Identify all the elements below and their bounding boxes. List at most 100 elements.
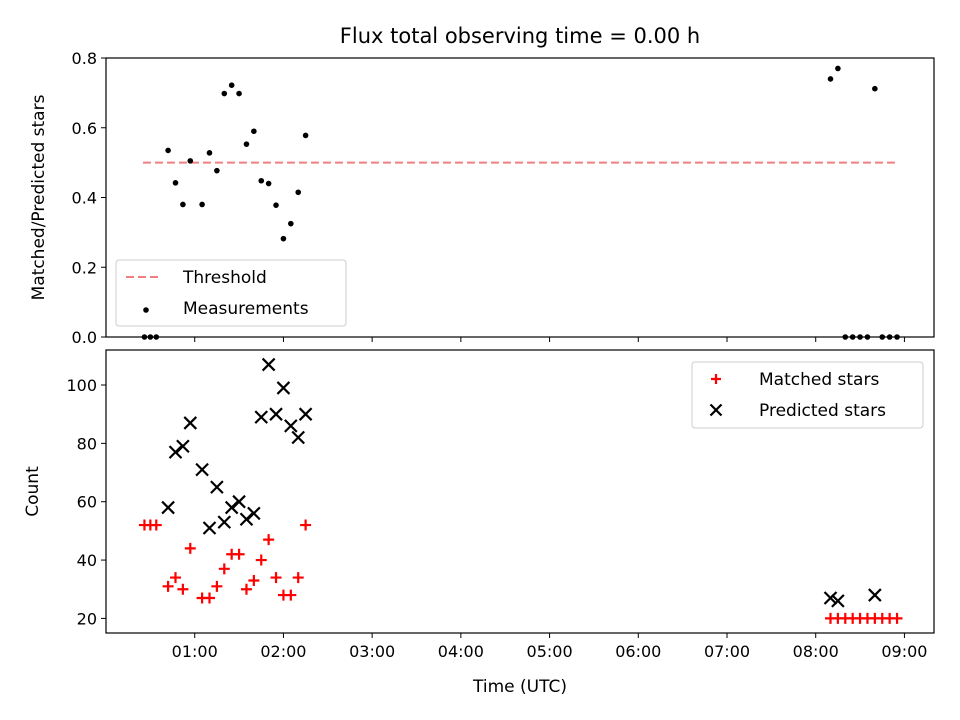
data-point — [236, 90, 242, 97]
legend-label: Matched stars — [759, 370, 879, 390]
data-point — [176, 439, 190, 454]
data-point — [288, 220, 294, 227]
y-axis-label: Matched/Predicted stars — [29, 94, 49, 300]
data-point — [210, 480, 224, 494]
data-point — [298, 407, 313, 421]
data-point — [224, 500, 239, 515]
data-point — [302, 132, 309, 139]
data-point — [161, 500, 175, 515]
y-tick-label: 0.2 — [72, 258, 97, 277]
data-point — [211, 580, 223, 592]
data-point — [280, 235, 287, 242]
data-point — [823, 591, 838, 605]
count-panel: 01:00 02:00 03:00 04:00 05:00 06:00 07:00 08:00… — [23, 349, 935, 697]
data-point — [183, 416, 198, 430]
data-point — [206, 150, 213, 156]
data-point — [284, 419, 298, 433]
data-point — [218, 563, 230, 575]
data-point — [165, 147, 171, 154]
legend-marker — [709, 403, 723, 417]
x-tick-label: 07:00 — [704, 642, 750, 661]
legend-label: Predicted stars — [759, 401, 886, 421]
ratio-panel: 0.0 0.2 0.4 0.6 0.8 Matched/Predicted stars Th… — [29, 49, 935, 347]
y-tick-label: 20 — [77, 609, 97, 628]
data-point — [868, 588, 882, 602]
data-point — [239, 512, 254, 526]
data-point — [827, 76, 834, 82]
data-point — [831, 594, 845, 608]
y-tick-label: 60 — [77, 493, 97, 512]
x-tick-label: 01:00 — [172, 642, 218, 661]
data-point — [263, 534, 275, 546]
data-point — [162, 580, 174, 592]
legend-box — [115, 259, 347, 327]
data-point — [291, 430, 305, 445]
data-point — [233, 548, 245, 560]
data-point — [251, 128, 257, 135]
y-tick-label: 0.0 — [72, 328, 97, 347]
data-point — [204, 592, 215, 604]
y-tick-label: 0.4 — [72, 189, 97, 208]
legend-marker — [143, 307, 149, 313]
series-predicted-stars — [161, 357, 882, 608]
y-axis-label: Count — [23, 466, 43, 517]
x-tick-label: 06:00 — [615, 642, 661, 661]
data-point — [261, 357, 276, 372]
data-point — [255, 554, 267, 566]
data-point — [258, 177, 265, 184]
data-point — [835, 65, 841, 72]
x-axis-label: Time (UTC) — [472, 677, 567, 697]
data-point — [240, 583, 252, 595]
data-point — [217, 515, 232, 529]
data-point — [891, 612, 903, 624]
x-tick-label: 05:00 — [527, 642, 573, 661]
data-point — [247, 506, 261, 521]
data-point — [254, 410, 269, 424]
data-point — [273, 202, 279, 208]
data-point — [270, 572, 282, 584]
y-tick-label: 0.8 — [72, 49, 97, 68]
axes-frame — [105, 349, 935, 634]
data-point — [300, 519, 312, 531]
data-point — [199, 201, 205, 208]
series-measurements — [141, 65, 900, 340]
data-point — [150, 519, 162, 531]
data-point — [202, 521, 217, 535]
legend-label: Measurements — [183, 299, 309, 319]
legend-marker — [711, 374, 721, 384]
y-tick-label: 0.6 — [72, 119, 97, 138]
data-point — [232, 494, 246, 509]
legend-label: Threshold — [182, 268, 267, 288]
data-point — [172, 180, 179, 186]
data-point — [169, 572, 181, 584]
x-tick-label: 08:00 — [793, 642, 839, 661]
data-point — [276, 381, 291, 395]
x-tick-label: 02:00 — [260, 642, 306, 661]
data-point — [228, 82, 235, 89]
data-point — [214, 167, 220, 174]
legend: Matched stars Predicted stars — [691, 361, 924, 429]
data-point — [872, 85, 878, 92]
x-tick-label: 09:00 — [881, 642, 927, 661]
data-point — [285, 589, 297, 601]
data-point — [243, 141, 250, 147]
x-tick-label: 03:00 — [349, 642, 395, 661]
data-point — [187, 158, 194, 164]
figure-title: Flux total observing time = 0.00 h — [340, 24, 700, 48]
data-point — [184, 542, 196, 554]
series-matched-stars — [138, 519, 903, 624]
data-point — [195, 462, 209, 477]
data-point — [265, 180, 272, 187]
data-point — [180, 201, 186, 208]
y-tick-label: 40 — [77, 551, 97, 570]
legend: Threshold Measurements — [115, 259, 347, 327]
legend-box — [691, 361, 924, 429]
data-point — [177, 583, 189, 595]
y-tick-label: 100 — [66, 376, 97, 395]
y-tick-label: 80 — [77, 434, 97, 453]
data-point — [269, 407, 283, 421]
data-point — [295, 189, 302, 196]
data-point — [292, 572, 304, 584]
data-point — [221, 90, 228, 97]
